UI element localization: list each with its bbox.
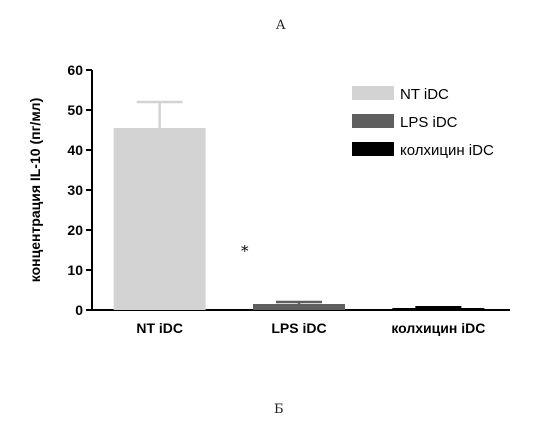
x-category-label: колхицин iDC (391, 320, 485, 336)
panel-label-a: A (276, 18, 286, 33)
y-tick-label: 40 (67, 142, 83, 158)
y-axis-label: концентрация IL-10 (пг/мл) (27, 98, 43, 282)
legend-swatch (352, 142, 394, 156)
bar (113, 128, 206, 310)
legend-swatch (352, 86, 394, 100)
legend-label: LPS iDC (400, 114, 458, 131)
x-category-label: NT iDC (136, 320, 183, 336)
y-tick-label: 10 (67, 262, 83, 278)
legend-label: колхицин iDC (400, 142, 494, 159)
y-tick-label: 60 (67, 62, 83, 78)
chart-legend: NT iDC LPS iDC колхицин iDC (352, 86, 494, 159)
y-tick-label: 50 (67, 102, 83, 118)
panel-label-b: Б (274, 402, 284, 417)
significance-asterisk: * (241, 242, 249, 260)
bar (253, 304, 345, 310)
y-tick-label: 30 (67, 182, 83, 198)
legend-swatch (352, 114, 394, 128)
bar (392, 308, 485, 310)
y-tick-label: 20 (67, 222, 83, 238)
x-category-label: LPS iDC (271, 320, 326, 336)
legend-label: NT iDC (400, 86, 449, 103)
y-tick-label: 0 (75, 302, 83, 318)
chart-bars: NT iDC LPS iDC колхицин iDC (113, 100, 485, 336)
